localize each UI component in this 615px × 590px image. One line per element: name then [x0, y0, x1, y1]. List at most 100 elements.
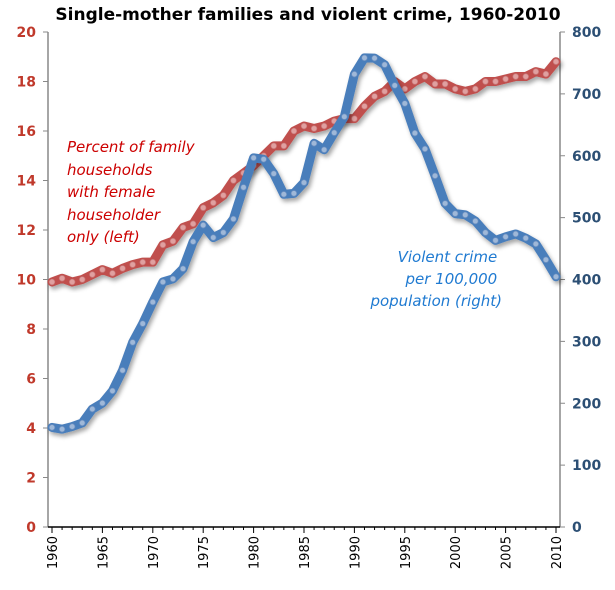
data-point [270, 142, 277, 150]
left-tick-label: 14 [17, 174, 37, 190]
chart-title: Single-mother families and violent crime… [55, 5, 560, 25]
left-tick-label: 2 [26, 471, 36, 487]
x-tick-label: 1970 [147, 536, 162, 569]
right-tick-label: 100 [572, 458, 601, 474]
data-point [230, 215, 237, 223]
data-point [280, 142, 287, 150]
data-point [542, 70, 550, 78]
left-label-line: householder [67, 206, 161, 224]
data-point [230, 177, 237, 184]
data-point [371, 55, 378, 62]
data-point [431, 172, 439, 179]
data-point [522, 234, 529, 242]
data-point [462, 211, 469, 218]
data-point [300, 122, 308, 130]
left-tick-label: 4 [26, 421, 36, 437]
right-tick-label: 400 [572, 273, 601, 289]
data-point [351, 71, 358, 78]
data-point [321, 146, 328, 153]
data-point [361, 103, 368, 110]
data-point [48, 424, 56, 431]
data-point [532, 240, 539, 248]
data-point [522, 73, 529, 80]
data-point [250, 154, 257, 162]
x-tick-label: 1965 [96, 536, 111, 569]
left-label-line: households [67, 161, 153, 179]
data-point [411, 129, 419, 137]
data-point [462, 88, 469, 95]
data-point [189, 238, 197, 245]
data-point [331, 129, 338, 136]
data-point [441, 200, 449, 207]
data-point [381, 88, 388, 95]
left-tick-label: 16 [17, 124, 36, 140]
data-point [200, 222, 207, 229]
data-point [441, 80, 449, 88]
data-point [401, 100, 408, 107]
data-point [159, 241, 167, 249]
data-point [79, 419, 86, 427]
data-point [361, 54, 368, 62]
data-point [421, 145, 429, 153]
data-point [58, 426, 66, 433]
data-point [159, 278, 167, 286]
right-series-label: Violent crime per 100,000 population (ri… [369, 248, 502, 310]
left-tick-label: 0 [26, 520, 36, 536]
data-point [452, 210, 459, 217]
x-tick-label: 1975 [197, 536, 212, 569]
x-tick-label: 1980 [248, 536, 263, 569]
x-tick-label: 1985 [298, 536, 313, 569]
data-point [270, 170, 277, 177]
data-point [502, 233, 509, 240]
data-point [391, 82, 398, 89]
data-point [552, 58, 560, 65]
data-point [321, 122, 328, 130]
data-point [310, 125, 318, 132]
data-point [371, 93, 378, 100]
right-tick-label: 0 [572, 520, 582, 536]
left-label-line: only (left) [67, 228, 140, 246]
right-tick-label: 500 [572, 211, 601, 227]
right-tick-label: 800 [572, 25, 601, 41]
data-point [411, 78, 419, 85]
data-point [351, 115, 358, 122]
data-point [290, 190, 298, 197]
data-point [512, 73, 519, 80]
right-tick-label: 600 [572, 149, 601, 165]
data-point [149, 259, 156, 266]
data-point [119, 265, 126, 272]
right-tick-label: 700 [572, 87, 601, 103]
data-point [129, 339, 136, 346]
data-point [260, 156, 267, 163]
data-point [79, 276, 86, 283]
data-point [200, 204, 207, 211]
data-point [189, 220, 197, 227]
data-point [99, 266, 106, 273]
data-point [149, 298, 156, 306]
left-tick-label: 8 [26, 322, 36, 338]
data-point [179, 224, 187, 231]
right-label-line: Violent crime [398, 248, 498, 266]
data-point [381, 61, 388, 68]
data-point [482, 78, 489, 85]
data-point [89, 405, 96, 413]
data-point [421, 73, 429, 80]
data-point [69, 278, 76, 286]
data-point [210, 199, 217, 206]
x-tick-label: 1960 [46, 536, 61, 569]
data-point [452, 85, 459, 93]
data-point [482, 229, 489, 236]
left-tick-label: 6 [26, 372, 36, 388]
data-point [502, 75, 509, 83]
left-tick-label: 20 [17, 25, 37, 41]
data-point [300, 179, 308, 186]
data-point [220, 192, 227, 199]
data-point [492, 237, 499, 244]
data-point [401, 85, 408, 93]
data-point [431, 80, 439, 88]
right-tick-label: 300 [572, 334, 601, 350]
data-point [492, 78, 499, 85]
data-point [99, 399, 106, 407]
data-point [58, 275, 66, 282]
left-label-line: with female [67, 183, 155, 201]
